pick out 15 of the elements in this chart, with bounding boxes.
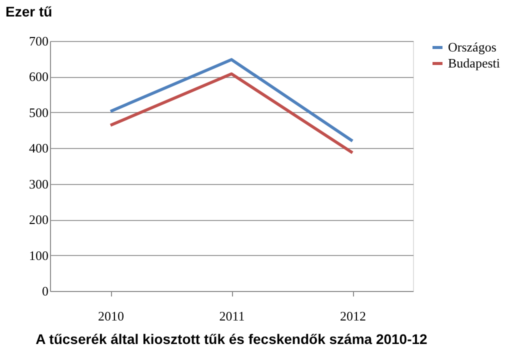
legend-label: Országos — [448, 40, 496, 54]
y-tick-label: 200 — [29, 212, 48, 228]
x-tick-label: 2012 — [340, 308, 366, 324]
text: A tűcserék által kiosztott tűk és fecskendők száma 2010-12 — [36, 331, 428, 347]
y-axis-title: Ezer tű — [6, 4, 52, 20]
y-tick-label: 400 — [29, 140, 48, 156]
y-tick-label: 600 — [29, 69, 48, 84]
x-tick-label: 2011 — [219, 308, 245, 324]
y-tick-label: 300 — [29, 176, 48, 192]
y-tick-label: 500 — [29, 104, 48, 120]
y-tick-label: 100 — [29, 248, 48, 263]
x-tick-label: 2010 — [98, 308, 124, 324]
y-tick-label: 0 — [42, 284, 48, 298]
legend-label: Budapesti — [448, 56, 500, 70]
y-tick-label: 700 — [29, 34, 48, 48]
